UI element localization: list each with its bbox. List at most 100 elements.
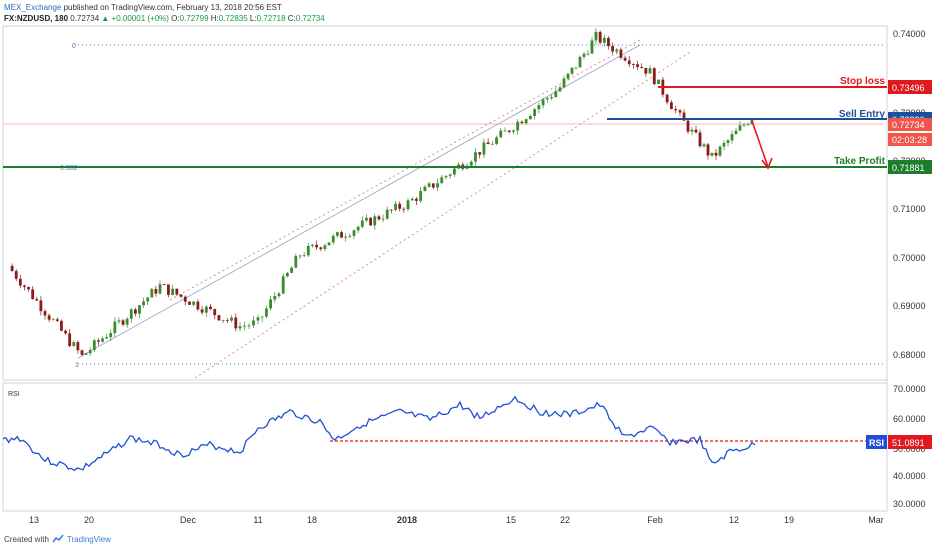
candle-body: [570, 67, 574, 74]
candle-body: [444, 175, 448, 178]
candle-body: [360, 220, 364, 227]
candle-body: [92, 340, 96, 351]
candle-body: [402, 208, 406, 210]
price-tick: 0.71000: [893, 204, 926, 214]
candle-body: [694, 129, 698, 133]
channel-lower: [194, 51, 691, 379]
candle-body: [265, 308, 268, 317]
candle-body: [406, 200, 410, 210]
candle-body: [636, 64, 639, 67]
candle-body: [528, 115, 532, 120]
countdown-value: 02:03:28: [892, 135, 927, 145]
candle-body: [562, 78, 566, 88]
candle-body: [598, 31, 602, 43]
candle-body: [311, 244, 314, 246]
candle-body: [238, 326, 242, 329]
candle-body: [84, 353, 88, 355]
close-value: 0.72734: [295, 14, 325, 23]
rsi-line: [2, 395, 756, 472]
candle-body: [286, 272, 289, 277]
candle-body: [356, 226, 360, 231]
candle-body: [331, 235, 335, 243]
main-pane-frame: [2, 25, 888, 381]
candle-body: [627, 60, 631, 65]
candle-body: [175, 288, 179, 295]
candle-body: [377, 216, 381, 220]
candle-body: [352, 230, 356, 236]
candle-body: [256, 317, 260, 321]
candle-body: [55, 319, 59, 321]
candle-body: [686, 120, 690, 132]
rsi-name-text: RSI: [869, 438, 884, 448]
candle-body: [217, 315, 221, 321]
take-profit-label: Take Profit: [834, 156, 886, 167]
candle-body: [652, 68, 656, 85]
candle-body: [410, 198, 414, 201]
stop-loss-label: Stop loss: [840, 76, 885, 87]
candle-body: [247, 325, 251, 327]
rsi-tick: 30.0000: [893, 499, 926, 509]
time-tick: 13: [29, 515, 39, 525]
time-tick: 2018: [397, 515, 417, 525]
time-tick: Dec: [180, 515, 197, 525]
candle-body: [482, 142, 486, 155]
time-tick: 18: [307, 515, 317, 525]
candle-body: [252, 320, 255, 326]
candlestick-series: [10, 28, 754, 357]
rsi-title: RSI: [8, 391, 20, 398]
price-change: ▲ +0.00001 (+0%): [101, 14, 169, 23]
candle-body: [478, 152, 482, 155]
candle-body: [335, 232, 339, 236]
candle-body: [72, 342, 76, 347]
candle-body: [674, 109, 678, 111]
candle-body: [520, 121, 524, 124]
candle-body: [281, 276, 285, 294]
published-text: published on TradingView.com, February 1…: [63, 3, 282, 12]
candle-body: [640, 66, 644, 68]
open-value: 0.72799: [179, 14, 209, 23]
candle-body: [702, 144, 706, 147]
candle-body: [306, 245, 310, 256]
footer: Created with TradingView: [4, 534, 111, 544]
candle-body: [101, 338, 104, 342]
candle-body: [209, 306, 212, 310]
open-label: O:: [171, 14, 180, 23]
candle-body: [27, 287, 30, 290]
candle-body: [80, 350, 84, 355]
candle-body: [722, 142, 726, 147]
low-label: L:: [249, 14, 257, 23]
tradingview-logo-icon: [52, 534, 64, 543]
candle-body: [230, 317, 233, 321]
fib-label-1: 1: [75, 362, 79, 369]
candle-body: [133, 309, 137, 314]
candle-body: [369, 217, 373, 226]
publisher-link[interactable]: MEX_Exchange: [4, 3, 62, 12]
candle-body: [290, 267, 293, 273]
candle-body: [315, 244, 319, 248]
time-tick: 15: [506, 515, 516, 525]
candle-body: [537, 105, 541, 110]
candle-body: [670, 102, 673, 110]
candle-body: [14, 271, 18, 279]
candle-body: [68, 333, 72, 347]
candle-body: [188, 301, 191, 305]
fib-label-382: 0.382: [60, 165, 78, 172]
candle-body: [415, 198, 418, 201]
candle-body: [690, 129, 694, 132]
candle-body: [319, 247, 323, 250]
candle-body: [554, 91, 558, 98]
candle-body: [682, 112, 686, 121]
candle-body: [150, 289, 154, 298]
candle-body: [490, 143, 494, 145]
tradingview-brand[interactable]: TradingView: [66, 534, 111, 544]
candle-body: [590, 40, 594, 54]
candle-body: [726, 140, 730, 143]
candle-body: [154, 289, 158, 294]
candle-body: [18, 278, 22, 286]
candle-body: [113, 321, 117, 334]
candle-body: [698, 132, 702, 147]
candle-body: [619, 49, 623, 58]
candle-body: [213, 309, 217, 316]
candle-body: [394, 203, 397, 210]
